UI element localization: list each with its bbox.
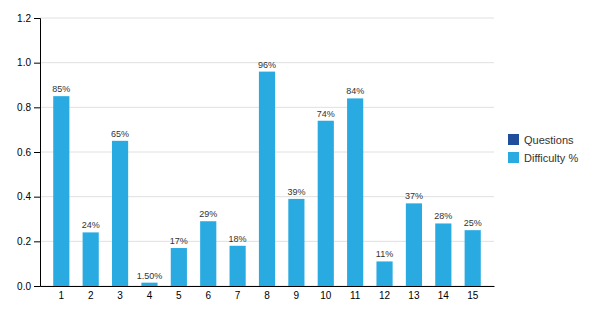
data-label: 29% — [199, 209, 217, 219]
x-tick: 11 — [350, 290, 361, 301]
x-tick: 1 — [59, 290, 65, 301]
data-labels: 85% 24% 65% 1.50% 17% 29% 18% 96% 39% 74% 84% 11% 37… — [52, 60, 481, 281]
x-tick: 5 — [176, 290, 182, 301]
x-tick: 2 — [88, 290, 94, 301]
data-label: 18% — [229, 234, 247, 244]
y-tick-mark — [34, 63, 40, 64]
bar — [171, 248, 187, 286]
plot: 0.00.20.40.60.81.01.21234567891011121314… — [17, 13, 494, 301]
y-axis: 0.0 0.2 0.4 0.6 0.8 1.0 1.2 — [17, 13, 40, 292]
data-label: 85% — [52, 84, 70, 94]
x-tick: 9 — [294, 290, 300, 301]
bar — [465, 230, 481, 286]
bar — [318, 121, 334, 286]
x-tick-label: 10 — [320, 290, 332, 301]
x-tick-label: 6 — [205, 290, 211, 301]
x-tick-label: 2 — [88, 290, 94, 301]
bar — [83, 232, 99, 286]
bar — [259, 72, 275, 286]
x-tick-label: 12 — [379, 290, 391, 301]
y-tick-label: 0.6 — [17, 147, 31, 158]
y-tick: 0.0 — [17, 281, 40, 292]
legend-swatch — [508, 152, 519, 163]
x-tick-label: 5 — [176, 290, 182, 301]
x-tick: 13 — [408, 290, 420, 301]
y-axis-line — [34, 19, 41, 287]
y-tick-label: 0.2 — [17, 236, 31, 247]
data-label: 17% — [170, 236, 188, 246]
x-tick-label: 14 — [438, 290, 450, 301]
x-tick-label: 1 — [59, 290, 65, 301]
y-tick: 0.8 — [17, 102, 40, 113]
x-tick: 4 — [147, 290, 153, 301]
y-tick-mark — [34, 286, 40, 287]
x-tick: 7 — [235, 290, 241, 301]
x-tick-label: 4 — [147, 290, 153, 301]
y-tick: 0.6 — [17, 147, 40, 158]
data-label: 39% — [287, 187, 305, 197]
bar — [200, 221, 216, 286]
x-axis-line — [41, 286, 495, 287]
legend-swatch — [508, 134, 519, 145]
data-label: 24% — [82, 220, 100, 230]
x-tick-label: 3 — [117, 290, 123, 301]
x-tick: 12 — [379, 290, 391, 301]
bar — [112, 141, 128, 286]
bars — [53, 72, 481, 286]
bar — [376, 261, 392, 286]
data-label: 11% — [376, 249, 393, 259]
x-tick: 3 — [117, 290, 123, 301]
x-tick-label: 15 — [467, 290, 479, 301]
y-tick: 1.2 — [17, 13, 40, 24]
y-tick-label: 1.0 — [17, 57, 31, 68]
data-label: 74% — [317, 109, 335, 119]
x-tick: 10 — [320, 290, 332, 301]
x-tick-label: 8 — [264, 290, 270, 301]
data-label: 28% — [434, 211, 452, 221]
y-tick-mark — [34, 18, 40, 19]
legend-item: Difficulty % — [508, 152, 578, 164]
data-label: 1.50% — [137, 271, 163, 281]
chart: 0.00.20.40.60.81.01.21234567891011121314… — [0, 0, 606, 314]
y-tick-mark — [34, 107, 40, 108]
x-tick: 6 — [205, 290, 211, 301]
y-tick-mark — [34, 152, 40, 153]
data-label: 65% — [111, 129, 129, 139]
y-tick-mark — [34, 197, 40, 198]
grid-line — [40, 18, 494, 19]
y-tick: 0.2 — [17, 236, 40, 247]
x-tick: 15 — [467, 290, 479, 301]
y-tick: 1.0 — [17, 57, 40, 68]
legend-label: Difficulty % — [524, 152, 578, 164]
bar — [141, 283, 157, 286]
y-tick: 0.4 — [17, 191, 40, 202]
bar — [53, 96, 69, 286]
legend-label: Questions — [524, 134, 574, 146]
y-tick-label: 0.4 — [17, 191, 31, 202]
bar — [347, 98, 363, 286]
x-tick-label: 7 — [235, 290, 241, 301]
x-axis: 123456789101112131415 — [41, 287, 495, 302]
y-tick-label: 0.0 — [17, 281, 31, 292]
grid — [40, 18, 494, 286]
data-label: 84% — [346, 86, 364, 96]
x-tick: 8 — [264, 290, 270, 301]
bar — [406, 203, 422, 286]
bar — [230, 246, 246, 286]
y-tick-mark — [34, 241, 40, 242]
bar — [288, 199, 304, 286]
data-label: 96% — [258, 60, 276, 70]
data-label: 25% — [464, 218, 482, 228]
x-tick-label: 13 — [408, 290, 420, 301]
x-tick-label: 11 — [350, 290, 361, 301]
x-tick: 14 — [438, 290, 450, 301]
bar — [435, 223, 451, 286]
legend: Questions Difficulty % — [508, 134, 578, 164]
y-tick-label: 1.2 — [17, 13, 31, 24]
y-tick-label: 0.8 — [17, 102, 31, 113]
x-tick-label: 9 — [294, 290, 300, 301]
data-label: 37% — [405, 191, 423, 201]
legend-item: Questions — [508, 134, 574, 146]
